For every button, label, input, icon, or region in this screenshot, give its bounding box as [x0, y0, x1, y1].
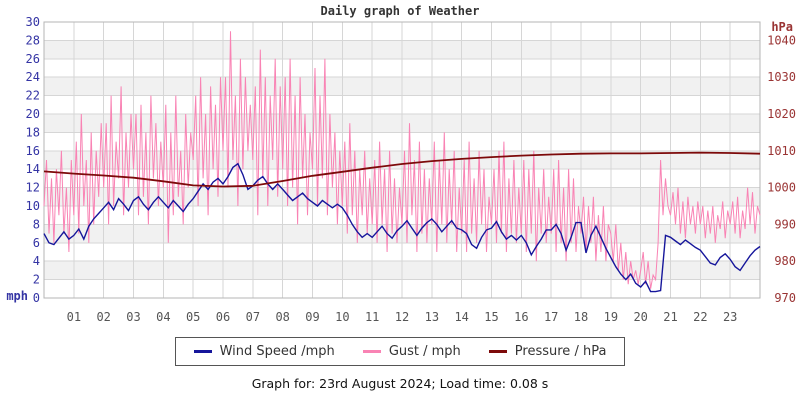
- x-tick-label: 09: [305, 310, 319, 324]
- y-right-tick-label: 1000: [767, 181, 796, 195]
- y-left-tick-label: 20: [26, 107, 40, 121]
- y-left-tick-label: 24: [26, 70, 40, 84]
- x-tick-label: 01: [67, 310, 81, 324]
- x-tick-label: 19: [604, 310, 618, 324]
- y-left-tick-label: 16: [26, 144, 40, 158]
- y-right-tick-label: 1010: [767, 144, 796, 158]
- legend-label-gust: Gust / mph: [388, 344, 461, 359]
- x-tick-label: 07: [246, 310, 260, 324]
- y-left-tick-label: 6: [33, 236, 40, 250]
- x-tick-label: 17: [544, 310, 558, 324]
- x-tick-label: 11: [365, 310, 379, 324]
- x-tick-label: 04: [156, 310, 170, 324]
- y-left-tick-label: 22: [26, 89, 40, 103]
- left-axis-unit-label: mph: [6, 289, 28, 303]
- x-tick-label: 14: [454, 310, 468, 324]
- x-tick-label: 06: [216, 310, 230, 324]
- y-left-tick-label: 28: [26, 33, 40, 47]
- y-right-tick-label: 1020: [767, 107, 796, 121]
- x-tick-label: 22: [693, 310, 707, 324]
- y-right-tick-label: 980: [774, 254, 796, 268]
- legend-item-pressure: Pressure / hPa: [488, 344, 607, 359]
- y-right-tick-label: 1030: [767, 70, 796, 84]
- x-tick-label: 10: [335, 310, 349, 324]
- legend: Wind Speed /mph Gust / mph Pressure / hP…: [0, 337, 800, 366]
- y-right-tick-label: 1040: [767, 33, 796, 47]
- chart-title: Daily graph of Weather: [320, 4, 480, 18]
- y-left-tick-label: 12: [26, 181, 40, 195]
- x-tick-label: 18: [574, 310, 588, 324]
- y-left-tick-label: 4: [33, 254, 40, 268]
- y-left-tick-label: 2: [33, 273, 40, 287]
- gust-line-swatch-icon: [362, 350, 381, 353]
- plot-border: [43, 21, 761, 299]
- legend-box: Wind Speed /mph Gust / mph Pressure / hP…: [174, 337, 626, 366]
- legend-label-pressure: Pressure / hPa: [514, 344, 607, 359]
- pressure-line: [43, 151, 761, 188]
- x-tick-label: 08: [275, 310, 289, 324]
- x-tick-label: 16: [514, 310, 528, 324]
- y-left-tick-label: 10: [26, 199, 40, 213]
- y-left-tick-label: 0: [33, 291, 40, 305]
- x-tick-label: 12: [395, 310, 409, 324]
- y-left-tick-label: 14: [26, 162, 40, 176]
- x-tick-label: 15: [484, 310, 498, 324]
- x-tick-label: 20: [633, 310, 647, 324]
- y-right-tick-label: 990: [774, 217, 796, 231]
- x-tick-label: 13: [425, 310, 439, 324]
- legend-item-gust: Gust / mph: [362, 344, 461, 359]
- gust-line: [43, 31, 761, 289]
- y-right-tick-label: 970: [774, 291, 796, 305]
- wind-speed-line: [43, 162, 761, 293]
- legend-label-wind-speed: Wind Speed /mph: [219, 344, 335, 359]
- wind-line-swatch-icon: [193, 350, 212, 353]
- weather-chart-plot: 0246810121416182022242628309709809901000…: [6, 15, 796, 324]
- x-tick-label: 05: [186, 310, 200, 324]
- x-tick-label: 03: [126, 310, 140, 324]
- y-left-tick-label: 26: [26, 52, 40, 66]
- graph-caption: Graph for: 23rd August 2024; Load time: …: [251, 376, 549, 391]
- y-left-tick-label: 8: [33, 217, 40, 231]
- x-tick-label: 23: [723, 310, 737, 324]
- right-axis-unit-label: hPa: [771, 20, 793, 34]
- x-tick-label: 21: [663, 310, 677, 324]
- y-left-tick-label: 18: [26, 125, 40, 139]
- y-left-tick-label: 30: [26, 15, 40, 29]
- x-tick-label: 02: [96, 310, 110, 324]
- pressure-line-swatch-icon: [488, 350, 507, 353]
- legend-item-wind-speed: Wind Speed /mph: [193, 344, 335, 359]
